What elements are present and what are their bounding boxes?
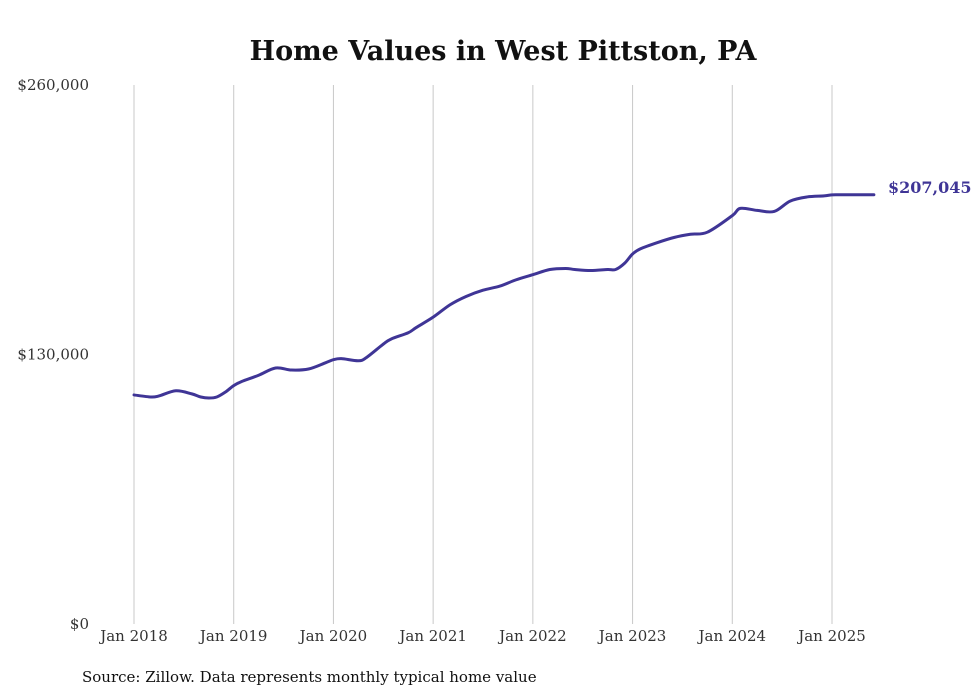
x-tick-label: Jan 2022	[497, 627, 567, 645]
x-tick-label: Jan 2018	[98, 627, 168, 645]
y-tick-label: $260,000	[17, 76, 89, 94]
y-axis-ticks: $0 $130,000 $260,000	[17, 76, 89, 633]
grid-lines	[133, 85, 833, 624]
x-tick-label: Jan 2019	[198, 627, 268, 645]
x-tick-label: Jan 2024	[697, 627, 767, 645]
x-tick-label: Jan 2020	[298, 627, 368, 645]
x-tick-label: Jan 2023	[597, 627, 667, 645]
latest-value-label: $207,045	[888, 178, 972, 197]
x-tick-label: Jan 2021	[397, 627, 467, 645]
chart-title: Home Values in West Pittston, PA	[250, 36, 758, 67]
x-tick-label: Jan 2025	[796, 627, 866, 645]
y-tick-label: $130,000	[17, 346, 89, 364]
source-note: Source: Zillow. Data represents monthly …	[82, 668, 537, 686]
home-value-line	[132, 193, 876, 400]
y-tick-label: $0	[70, 615, 89, 633]
x-axis-ticks: Jan 2018 Jan 2019 Jan 2020 Jan 2021 Jan 2022…	[98, 627, 866, 645]
